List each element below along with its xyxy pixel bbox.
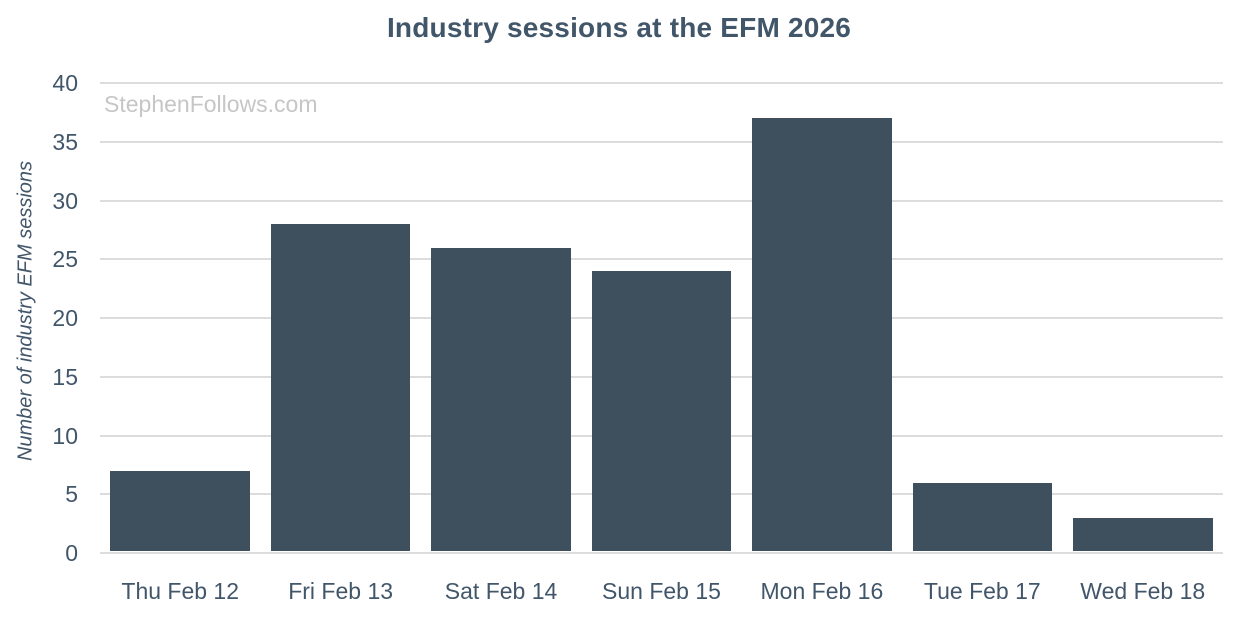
x-axis-labels: Thu Feb 12 Fri Feb 13 Sat Feb 14 Sun Feb 15… [100,577,1223,605]
bar-slot [742,83,902,553]
bar-sun-feb-15 [591,271,732,551]
x-tick-label: Tue Feb 17 [923,578,1041,604]
gridline [100,140,1223,143]
x-tick-label: Wed Feb 18 [1080,578,1206,604]
gridline [100,552,1223,554]
bar-thu-feb-12 [110,470,250,551]
y-tick-label: 35 [52,128,78,155]
plot-area [100,82,1223,554]
y-tick-label: 0 [65,540,78,566]
x-tick-label: Fri Feb 13 [288,578,394,604]
y-tick-label: 10 [52,422,78,449]
chart-title: Industry sessions at the EFM 2026 [386,12,852,43]
watermark: StephenFollows.com [104,91,318,117]
bar-slot [1063,83,1223,553]
bars [100,83,1223,553]
x-tick-label: Mon Feb 16 [760,578,884,604]
bar-fri-feb-13 [270,224,411,551]
x-tick-label: Sun Feb 15 [602,578,721,604]
bar-tue-feb-17 [912,482,1053,551]
y-tick-label: 25 [52,246,78,273]
bar-slot [581,83,741,553]
gridline [100,258,1223,261]
bar-sat-feb-14 [431,247,571,551]
bar-slot [421,83,581,553]
bar-slot [260,83,420,553]
y-tick-label: 5 [65,481,78,508]
bar-mon-feb-16 [752,118,892,551]
bar-slot [100,83,260,553]
x-tick-label: Sat Feb 14 [444,578,558,604]
y-axis-ticks: 0 5 10 15 20 25 30 35 40 [0,70,78,566]
y-tick-label: 20 [52,305,78,331]
gridline [100,82,1223,84]
bar-slot [902,83,1062,553]
x-tick-label: Thu Feb 12 [121,578,240,604]
y-tick-label: 40 [52,70,78,96]
gridline [100,199,1223,202]
y-tick-label: 15 [52,363,78,390]
bar-wed-feb-18 [1072,517,1213,551]
y-tick-label: 30 [52,187,78,214]
